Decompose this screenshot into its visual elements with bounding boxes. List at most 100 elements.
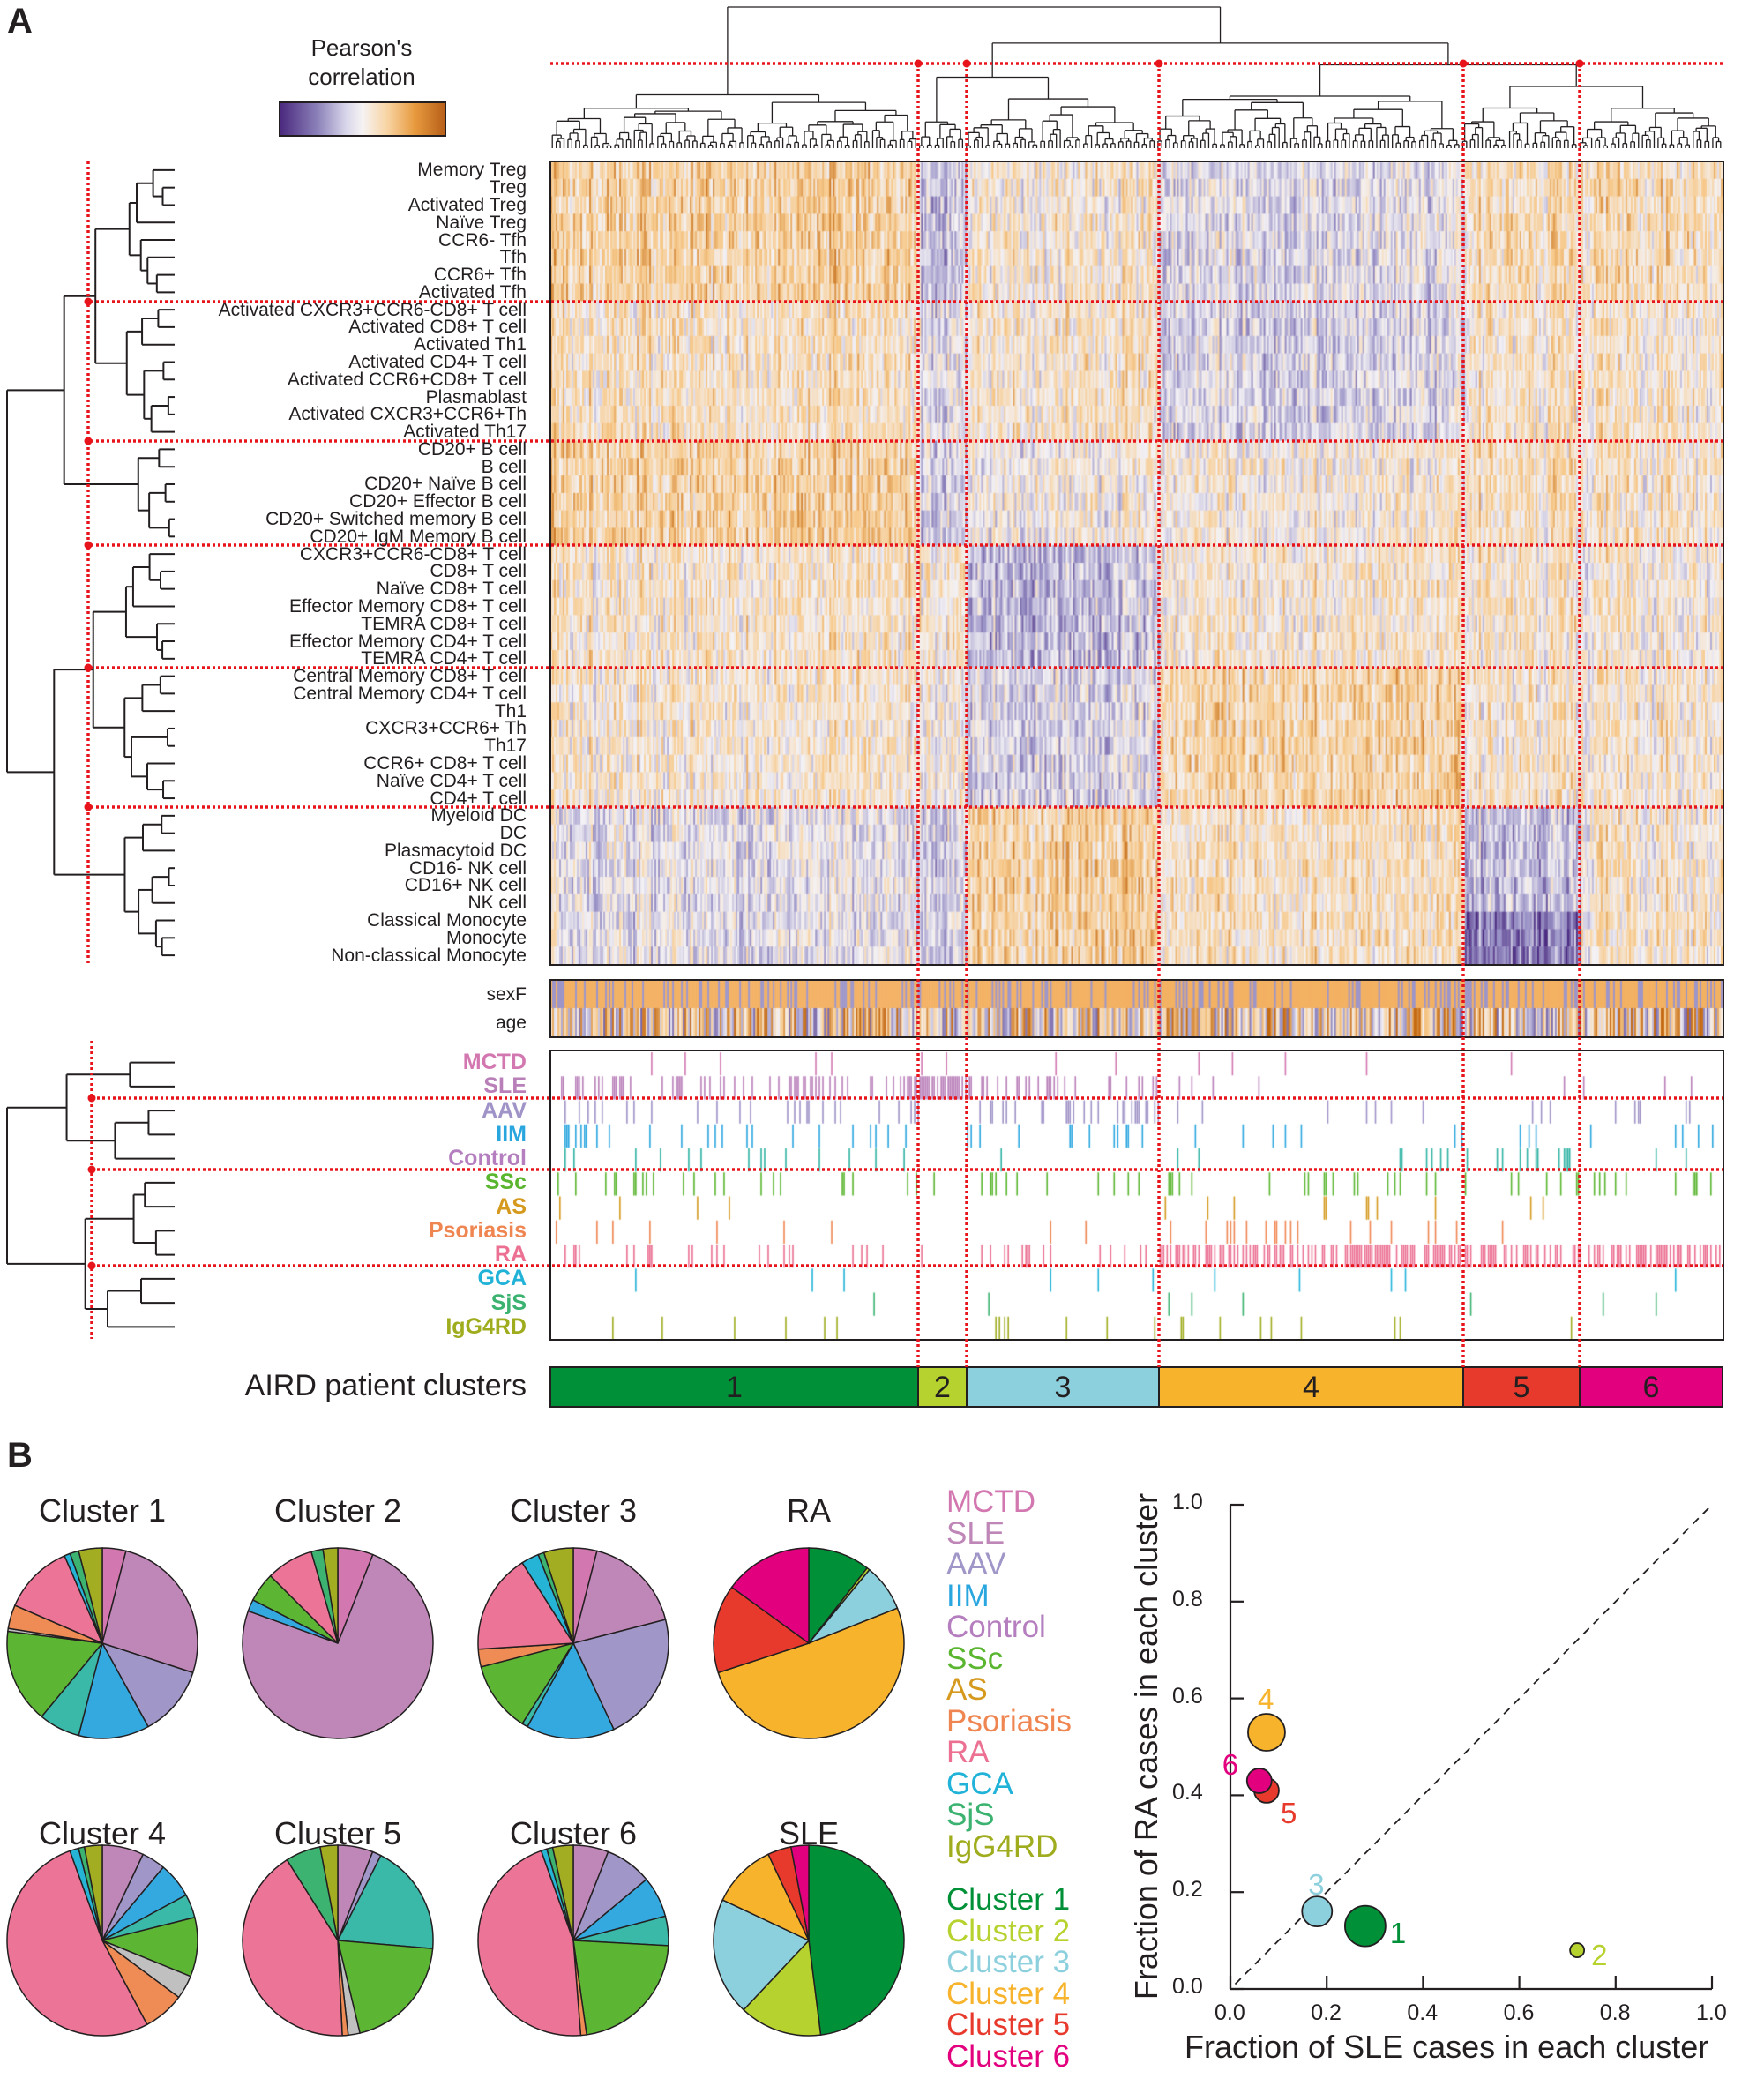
legend-cluster-3: Cluster 3 [946,1945,1071,1979]
cluster-bar-number: 3 [1054,1371,1072,1404]
pie-slice [477,1561,575,1650]
cut-point-marker [84,541,93,550]
pie-slice [78,1547,103,1644]
pie-slice [721,1853,811,1942]
row-label: TEMRA CD4+ T cell [361,648,527,669]
pie-slice [572,1550,667,1645]
row-label: CCR6- Tfh [438,229,527,250]
row-label: Activated CD8+ T cell [348,317,527,338]
legend-cluster-5: Cluster 5 [946,2007,1071,2042]
x-tick-label: 0.6 [1503,2000,1535,2025]
pie-slice [242,1553,434,1739]
pie-slice [789,1844,810,1941]
y-tick-label: 0.8 [1172,1586,1203,1611]
row-label: Myeloid DC [430,805,527,826]
pie-title: Cluster 5 [273,1815,402,1851]
cluster-bar-number: 2 [934,1371,951,1404]
pie-slice [713,1899,811,2011]
row-label: Naïve CD8+ T cell [376,579,527,600]
row-label: CD20+ B cell [417,438,527,460]
covariate-frame [549,979,1724,1038]
row-label: Central Memory CD8+ T cell [293,666,527,687]
x-tick-label: 0.4 [1407,2000,1439,2025]
pie-title: RA [786,1492,831,1529]
cluster-bar-segment-2 [917,1366,968,1408]
cut-point-marker [962,59,971,68]
y-tick-label: 0.0 [1172,1974,1203,1999]
cut-point-marker [84,803,93,811]
panel-b-label: B [7,1436,33,1475]
pie-title: Cluster 1 [38,1492,167,1529]
disease-dendrogram [6,1061,175,1328]
covariate-track [550,981,1723,1036]
pie-slice [78,1641,150,1739]
legend-disease-sle: SLE [946,1515,1005,1551]
row-label: NK cell [467,893,527,914]
cut-point-marker [1155,59,1163,68]
row-label: Classical Monocyte [367,910,527,931]
pie-slice [101,1641,194,1728]
row-label: TEMRA CD8+ T cell [361,613,527,634]
pie-cluster-2 [242,1547,434,1739]
correlation-heatmap [550,161,1723,964]
pie-slice [318,1844,339,1941]
legend-cluster-4: Cluster 4 [946,1976,1071,2011]
row-label: CD20+ Switched memory B cell [265,509,527,530]
legend-disease-aav: AAV [946,1547,1006,1581]
disease-label-aav: AAV [482,1097,527,1123]
row-label: Activated CCR6+CD8+ T cell [287,369,527,390]
row-label: CD16+ NK cell [404,875,527,896]
legend-disease-ra: RA [946,1735,990,1769]
scatter-point-cluster-3 [1301,1895,1334,1928]
row-label: CD16- NK cell [408,857,527,879]
scatter-point-label: 1 [1389,1916,1407,1949]
cut-point-marker [87,1165,96,1174]
row-label: Plasmacytoid DC [384,840,527,861]
pie-title: Cluster 2 [273,1492,402,1529]
pie-title: SLE [778,1815,840,1851]
row-label: Th1 [494,700,527,722]
row-label: CD8+ T cell [430,561,527,582]
colorbar-title: Pearson's [310,34,413,61]
pie-title: Cluster 3 [509,1492,638,1529]
cut-point-marker [1459,59,1468,68]
y-tick-label: 1.0 [1172,1490,1203,1514]
row-label: CCR6+ Tfh [433,265,527,286]
cut-point-marker [87,1261,96,1270]
row-label: Activated CD4+ T cell [348,352,527,372]
scatter-point-cluster-4 [1247,1713,1286,1752]
pie-cluster-5 [242,1844,434,2037]
pie-cluster-6 [477,1844,669,2037]
scatter-point-cluster-1 [1343,1904,1387,1948]
row-label: CCR6+ CD8+ T cell [363,753,527,774]
pie-slice [83,1844,103,1941]
pie-cluster-3 [477,1547,669,1739]
x-tick-label: 0.2 [1311,2000,1342,2025]
pie-title: Cluster 6 [509,1815,638,1851]
row-label: Effector Memory CD8+ T cell [288,595,527,617]
row-label: Effector Memory CD4+ T cell [288,631,527,652]
pie-slice [477,1850,582,2037]
cut-point-marker [84,663,93,672]
legend-cluster-2: Cluster 2 [946,1913,1071,1948]
legend-disease-igg4rd: IgG4RD [946,1828,1058,1864]
pie-slice [717,1607,905,1739]
pie-slice [6,1630,104,1718]
row-label: Treg [489,177,527,198]
pie-slice [713,1586,811,1674]
panel-a-overlay [6,6,1723,1408]
row-label: Naïve CD4+ T cell [376,770,527,791]
pie-slice [542,1547,574,1644]
pie-slice [242,1858,343,2037]
scatter-point-label: 2 [1591,1939,1608,1972]
panel-a-label: A [7,2,33,41]
x-tick-label: 0.0 [1215,2000,1245,2025]
row-label: CD20+ Naïve B cell [364,474,527,495]
scatter-point-cluster-6 [1245,1768,1273,1794]
legend-disease-sjs: SjS [946,1798,995,1832]
pie-slice [808,1547,869,1646]
x-tick-label: 1.0 [1696,2000,1727,2025]
y-tick-label: 0.6 [1172,1683,1203,1708]
x-axis-label: Fraction of SLE cases in each cluster [1185,2029,1709,2065]
y-axis-label: Fraction of RA cases in each cluster [1128,1492,1164,2000]
